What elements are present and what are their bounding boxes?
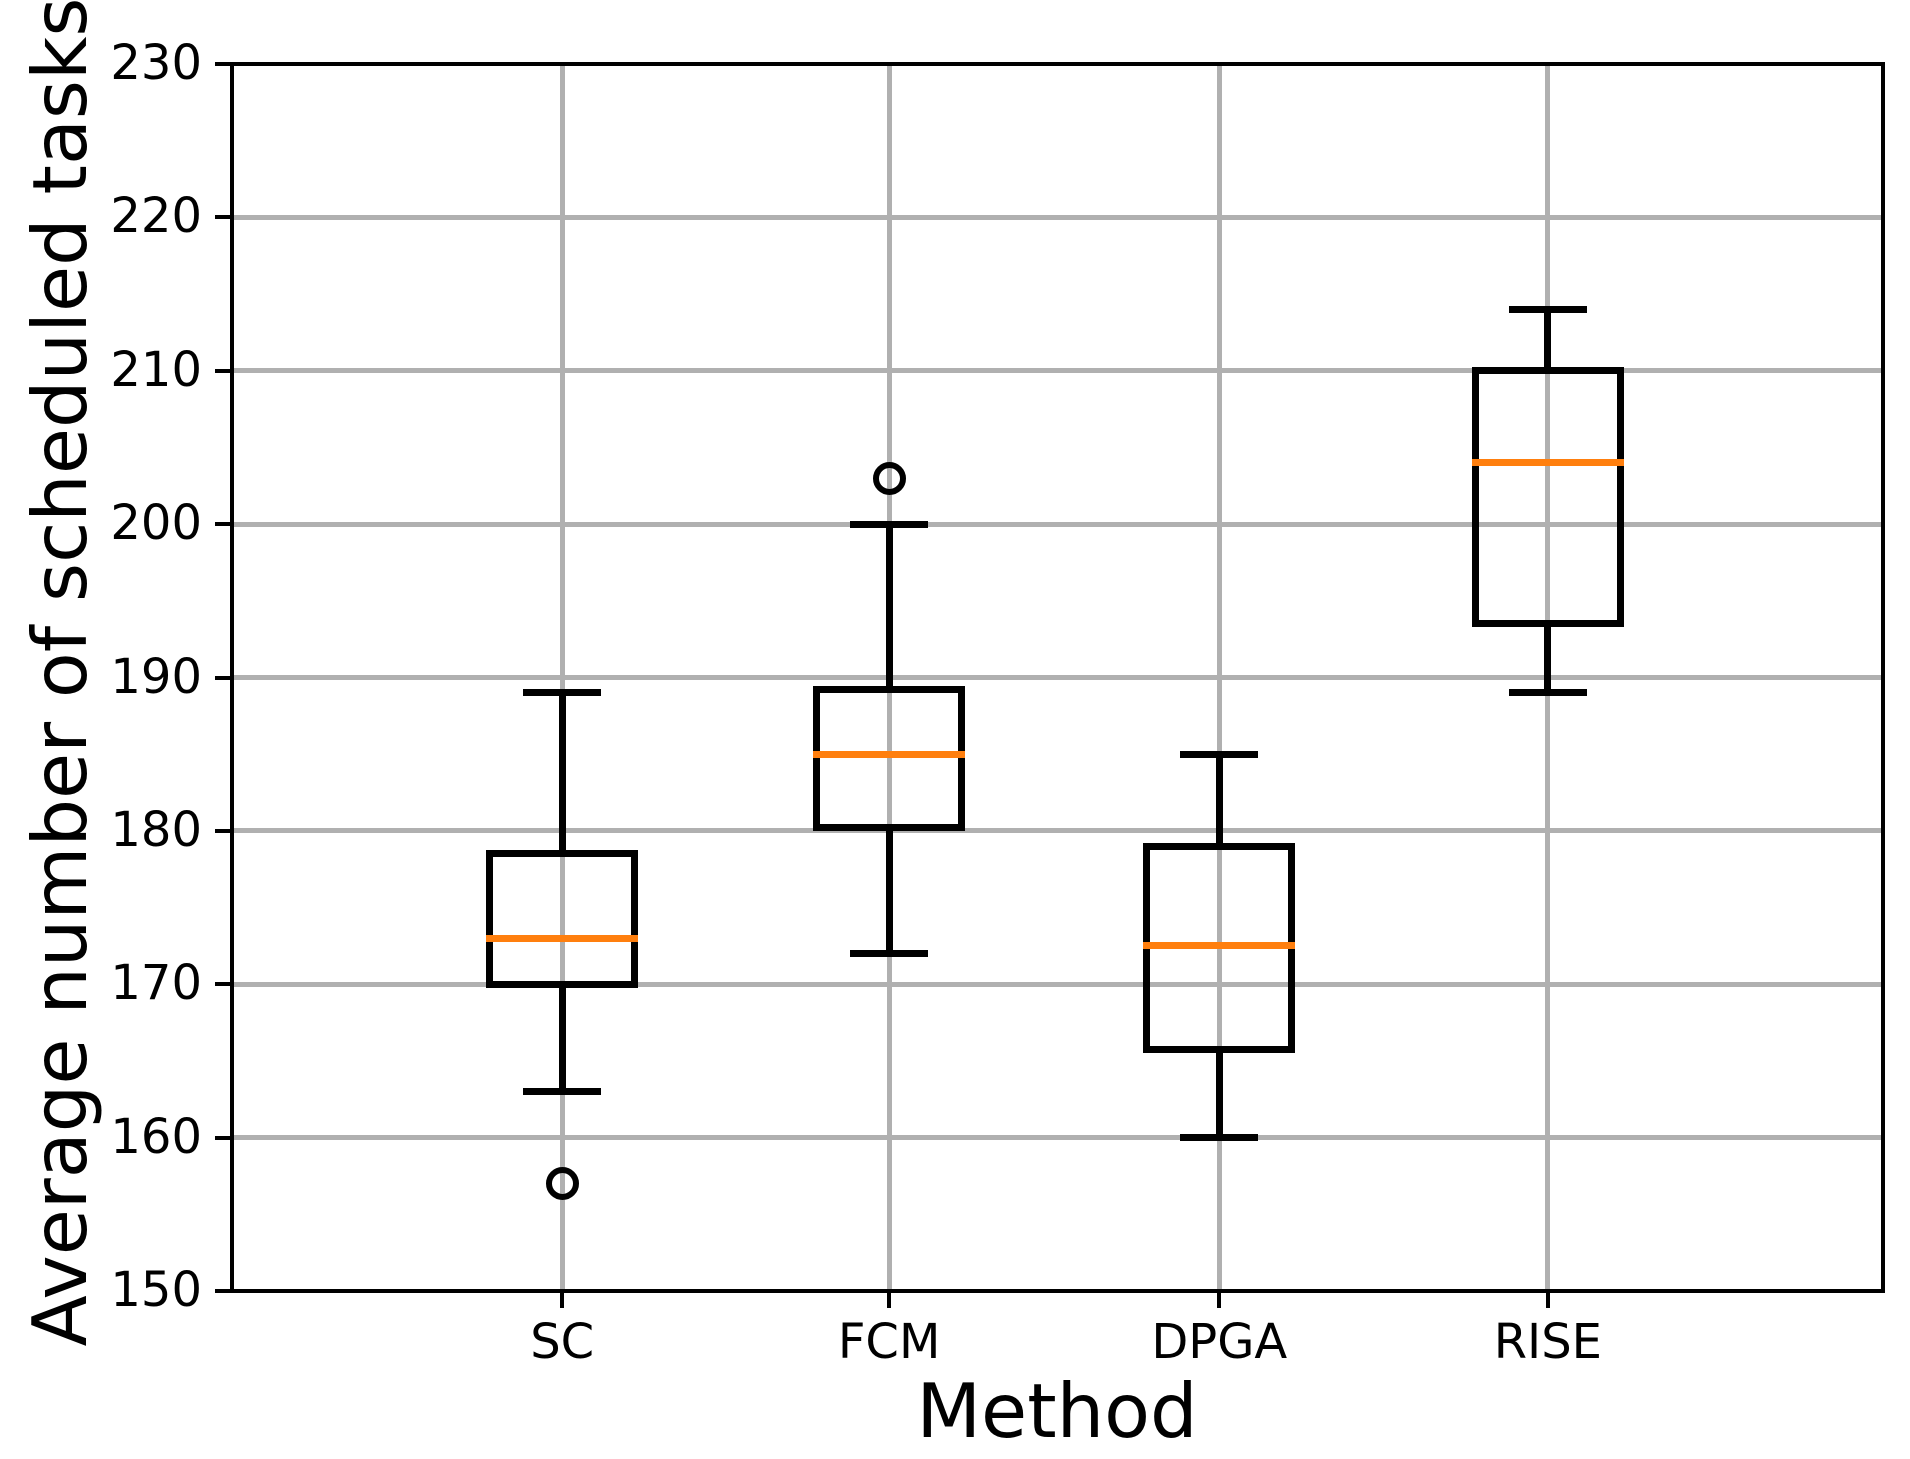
box-SC xyxy=(486,850,639,988)
ytick-220 xyxy=(215,215,232,220)
whisker-lower-FCM xyxy=(885,827,893,954)
cap-lower-FCM xyxy=(850,950,929,958)
cap-lower-SC xyxy=(523,1088,602,1096)
gridline-h-170 xyxy=(232,981,1883,987)
ytick-label-160: 160 xyxy=(110,1108,202,1165)
cap-upper-SC xyxy=(523,689,602,697)
cap-upper-FCM xyxy=(850,520,929,528)
xtick-FCM xyxy=(887,1291,892,1308)
ytick-label-170: 170 xyxy=(110,955,202,1012)
xtick-label-RISE: RISE xyxy=(1493,1314,1602,1370)
box-RISE xyxy=(1471,367,1624,628)
outlier-FCM-0 xyxy=(872,461,906,495)
ytick-190 xyxy=(215,675,232,680)
gridline-h-190 xyxy=(232,675,1883,680)
ytick-180 xyxy=(215,828,232,833)
gridline-h-160 xyxy=(232,1135,1883,1141)
whisker-upper-FCM xyxy=(885,524,893,689)
spine-left xyxy=(230,62,234,1293)
median-SC xyxy=(486,934,639,942)
ytick-label-220: 220 xyxy=(110,188,202,245)
ytick-label-200: 200 xyxy=(110,495,202,552)
xtick-label-SC: SC xyxy=(530,1314,595,1370)
spine-bottom xyxy=(230,1289,1885,1293)
whisker-upper-DPGA xyxy=(1215,754,1223,847)
gridline-h-210 xyxy=(232,368,1883,374)
ytick-label-190: 190 xyxy=(110,648,202,705)
gridline-h-180 xyxy=(232,828,1883,834)
gridline-h-200 xyxy=(232,521,1883,527)
median-DPGA xyxy=(1143,942,1296,950)
whisker-lower-SC xyxy=(558,984,566,1092)
xtick-RISE xyxy=(1545,1291,1550,1308)
ytick-label-210: 210 xyxy=(110,341,202,398)
xtick-SC xyxy=(560,1291,565,1308)
ytick-label-230: 230 xyxy=(110,35,202,92)
whisker-upper-SC xyxy=(558,692,566,854)
median-FCM xyxy=(813,750,966,758)
cap-upper-DPGA xyxy=(1180,750,1259,758)
whisker-lower-RISE xyxy=(1544,623,1552,693)
cap-lower-RISE xyxy=(1508,689,1587,697)
ytick-label-180: 180 xyxy=(110,801,202,858)
ytick-200 xyxy=(215,522,232,527)
ytick-150 xyxy=(215,1289,232,1293)
x-axis-label: Method xyxy=(916,1367,1198,1455)
spine-right xyxy=(1881,62,1885,1293)
outlier-SC-0 xyxy=(545,1167,579,1201)
spine-top xyxy=(230,62,1885,66)
y-axis-label: Average number of scheduled tasks xyxy=(15,0,104,1347)
ytick-230 xyxy=(215,62,232,66)
gridline-h-220 xyxy=(232,214,1883,220)
ytick-label-150: 150 xyxy=(110,1262,202,1319)
ytick-160 xyxy=(215,1135,232,1140)
xtick-DPGA xyxy=(1217,1291,1222,1308)
xtick-label-DPGA: DPGA xyxy=(1151,1314,1288,1370)
ytick-170 xyxy=(215,982,232,987)
gridline-v-SC xyxy=(559,64,565,1291)
box-FCM xyxy=(813,685,966,831)
median-RISE xyxy=(1471,459,1624,467)
cap-upper-RISE xyxy=(1508,305,1587,313)
ytick-210 xyxy=(215,368,232,373)
xtick-label-FCM: FCM xyxy=(837,1314,941,1370)
gridline-v-DPGA xyxy=(1216,64,1222,1291)
whisker-upper-RISE xyxy=(1544,309,1552,371)
whisker-lower-DPGA xyxy=(1215,1049,1223,1138)
cap-lower-DPGA xyxy=(1180,1134,1259,1142)
